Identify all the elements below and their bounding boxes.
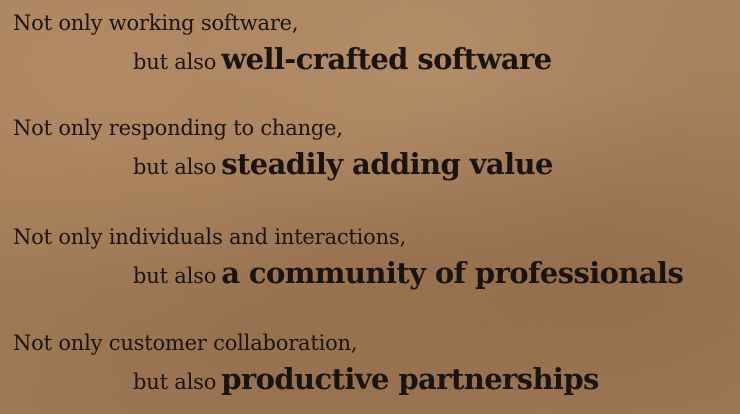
stanza-but-also-line: but also productive partnerships [133,360,733,403]
stanza-lead-text: but also [133,155,217,179]
stanza-but-also-line: but also a community of professionals [133,254,733,297]
stanza-not-only-line: Not only working software, [13,11,299,35]
stanza-individuals-and-interactions: Not only individuals and interactions, b… [13,224,733,297]
stanza-responding-to-change: Not only responding to change, but also … [13,115,733,188]
stanza-lead-text: but also [133,370,217,394]
stanza-emphasis-text: steadily adding value [221,147,553,181]
stanza-not-only-line: Not only individuals and interactions, [13,225,406,249]
stanza-working-software: Not only working software, but also well… [13,10,733,83]
stanza-customer-collaboration: Not only customer collaboration, but als… [13,330,733,403]
stanza-emphasis-text: well-crafted software [221,42,552,76]
stanza-but-also-line: but also steadily adding value [133,145,733,188]
stanza-not-only-line: Not only responding to change, [13,116,343,140]
stanza-not-only-line: Not only customer collaboration, [13,331,358,355]
stanza-lead-text: but also [133,50,217,74]
stanza-but-also-line: but also well-crafted software [133,40,733,83]
stanza-emphasis-text: a community of professionals [221,256,684,290]
stanza-lead-text: but also [133,264,217,288]
stanza-emphasis-text: productive partnerships [221,362,599,396]
